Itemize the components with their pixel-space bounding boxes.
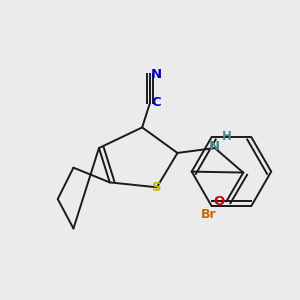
Text: O: O	[214, 194, 225, 208]
Text: H: H	[222, 130, 232, 143]
Text: S: S	[152, 181, 162, 194]
Text: N: N	[151, 68, 162, 81]
Text: C: C	[152, 96, 161, 110]
Text: N: N	[209, 140, 220, 153]
Text: Br: Br	[201, 208, 217, 221]
